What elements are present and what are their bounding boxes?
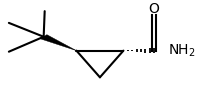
- Polygon shape: [40, 35, 76, 51]
- Text: NH$_2$: NH$_2$: [169, 42, 196, 59]
- Text: O: O: [149, 2, 160, 16]
